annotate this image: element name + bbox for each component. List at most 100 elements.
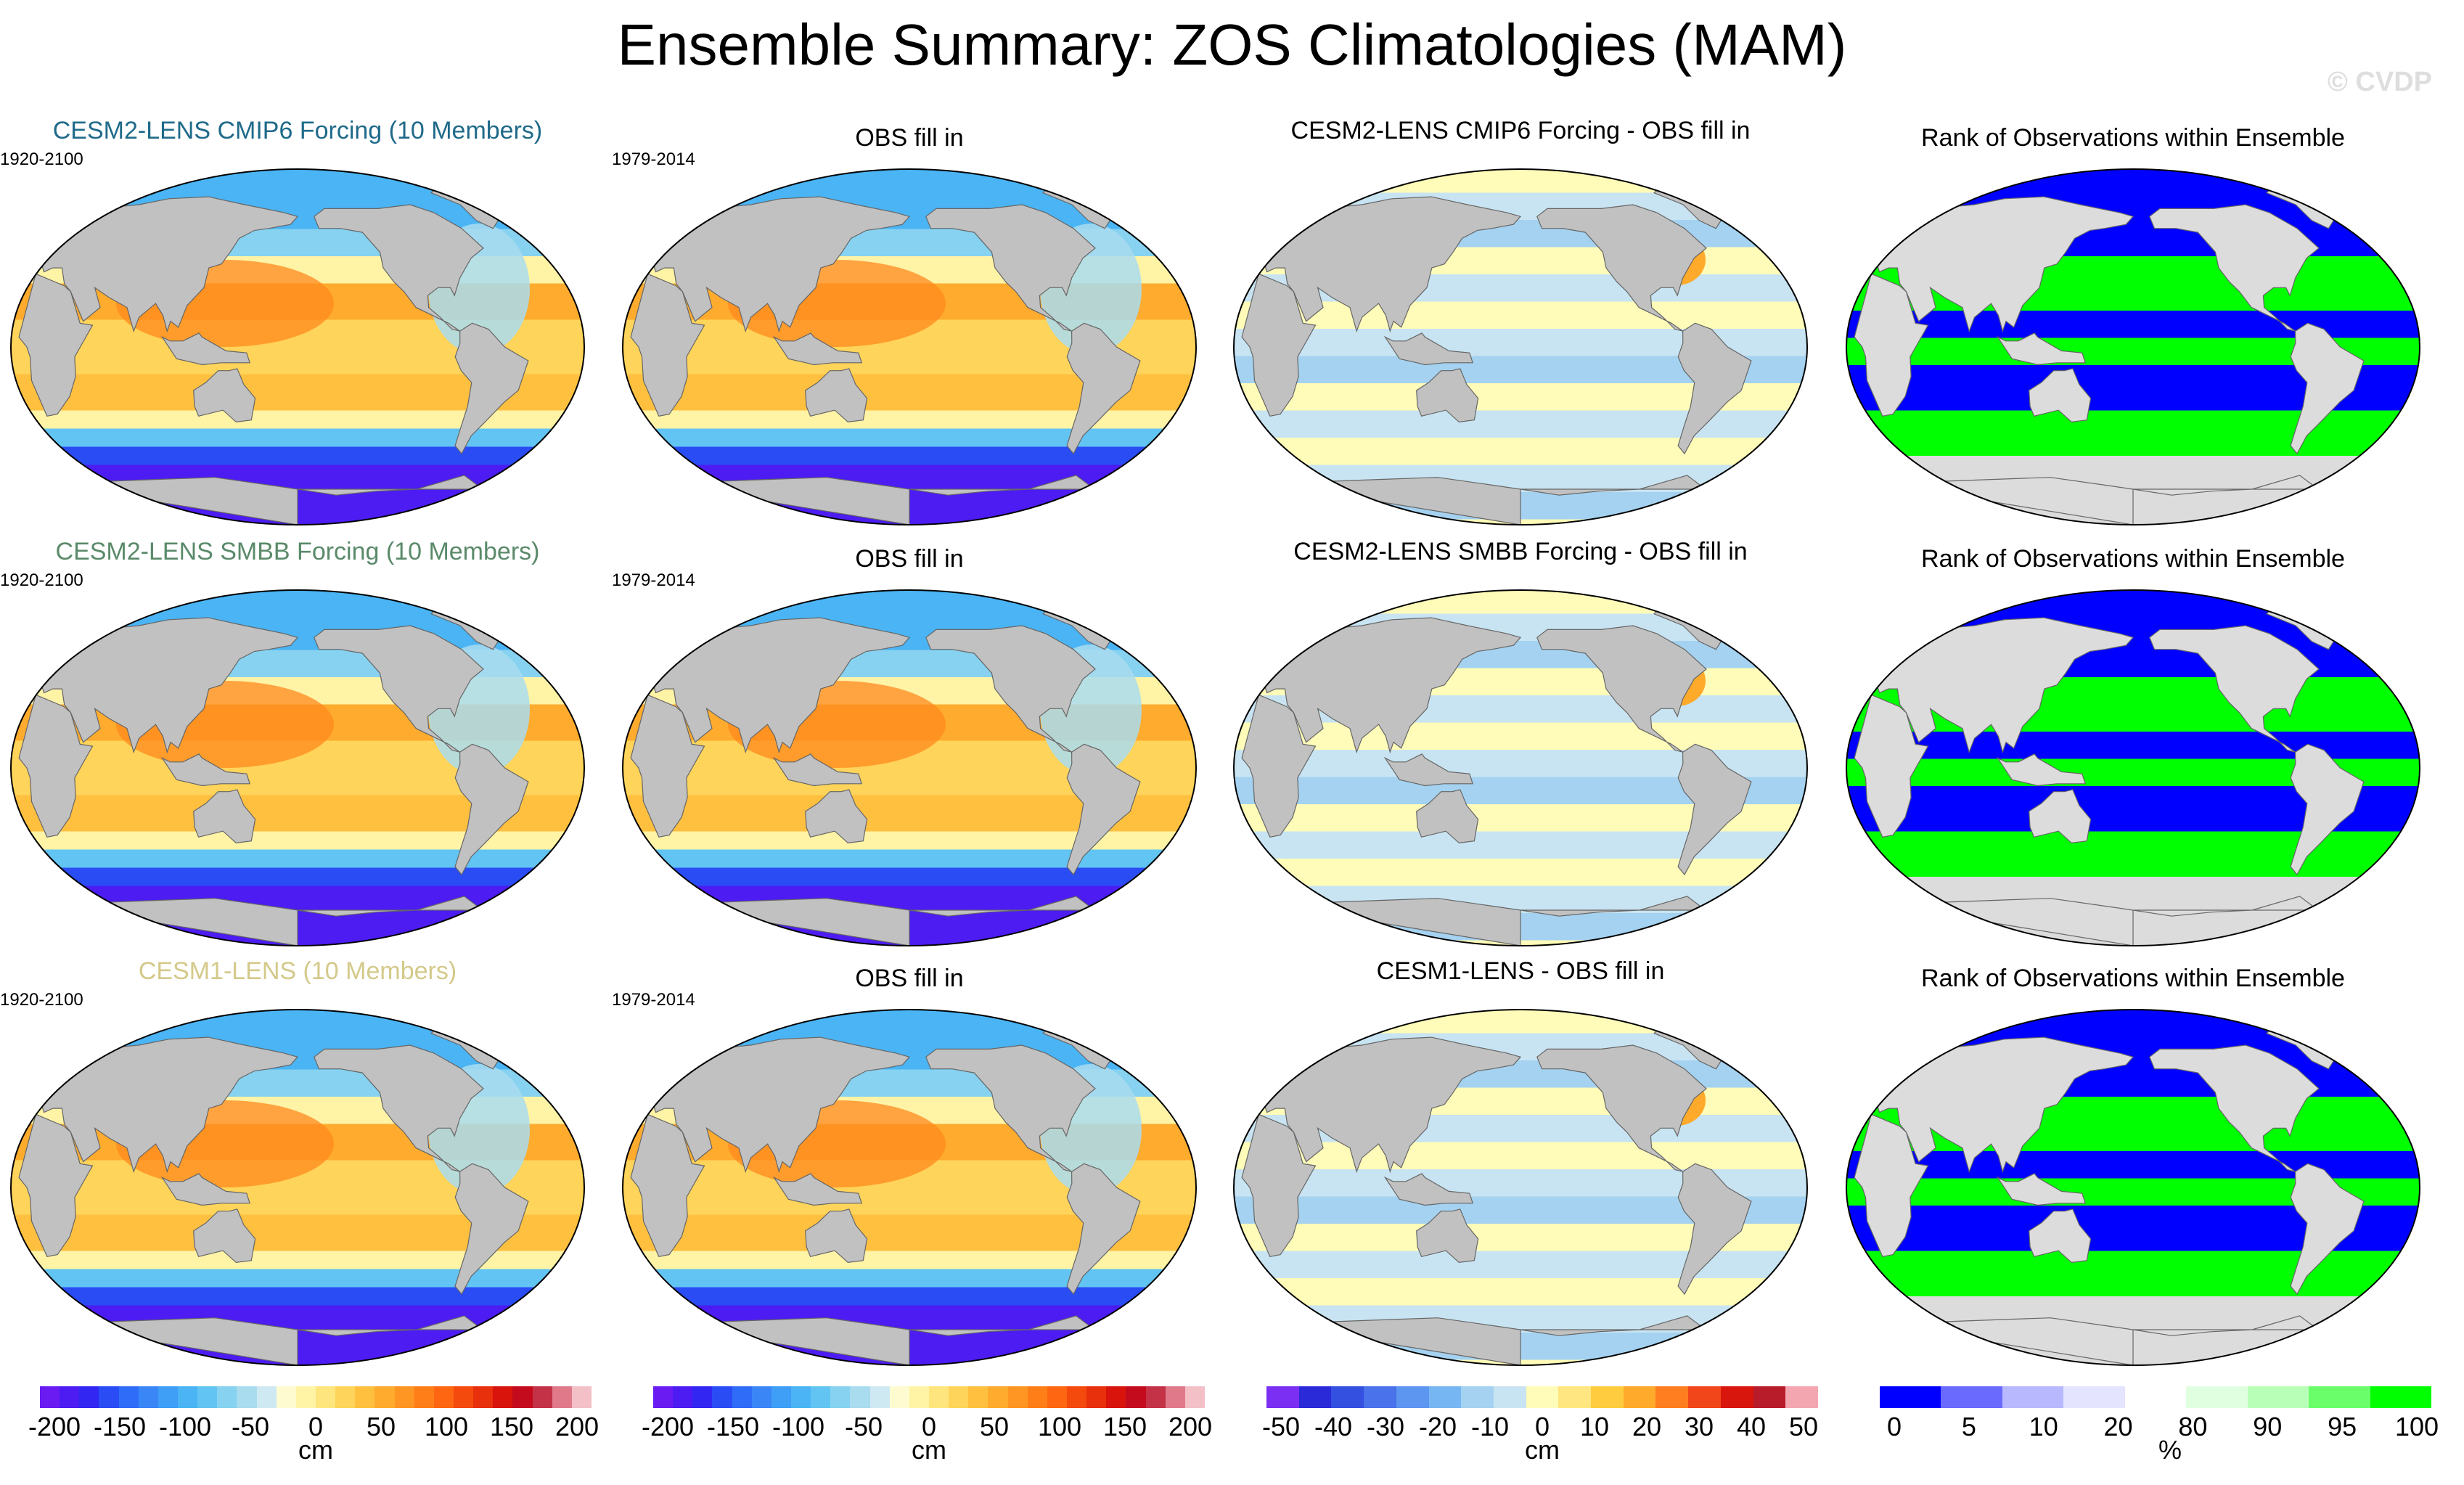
panel-ensemble-row-3: CESM1-LENS (10 Members) 1920-2100 xyxy=(0,957,595,1392)
sea-level-band xyxy=(11,465,584,475)
colorbar-tick-label: -200 xyxy=(641,1412,695,1441)
rank-band xyxy=(1846,795,2420,805)
sea-level-band xyxy=(623,777,1196,787)
map-border xyxy=(622,589,1197,946)
colorbar-box xyxy=(869,1386,890,1408)
colorbar-box xyxy=(374,1386,395,1408)
sea-level-band xyxy=(623,1260,1196,1270)
difference-band xyxy=(1234,877,1807,887)
panel-ensemble-row-2: CESM2-LENS SMBB Forcing (10 Members) 1920… xyxy=(0,537,595,973)
colorbar-box xyxy=(1331,1386,1364,1408)
colorbar-box xyxy=(2186,1386,2248,1408)
land-mass xyxy=(2029,1208,2092,1264)
difference-band xyxy=(1234,446,1807,457)
sea-level-band xyxy=(11,786,584,796)
sea-level-band xyxy=(11,202,584,212)
land-mass xyxy=(667,477,910,525)
rank-band xyxy=(1846,338,2420,348)
colorbar-box xyxy=(1396,1386,1429,1408)
rank-band xyxy=(1846,1010,2420,1016)
colorbar-box xyxy=(968,1386,989,1408)
rank-band xyxy=(1846,1314,2420,1325)
sea-level-band xyxy=(11,174,584,184)
sea-level-band xyxy=(11,777,584,787)
land-mass xyxy=(454,322,529,455)
colorbar-box xyxy=(197,1386,218,1408)
sea-level-band xyxy=(11,392,584,402)
land-mass xyxy=(1241,694,1317,838)
panel-title: CESM1-LENS - OBS fill in xyxy=(1376,957,1665,985)
land-mass xyxy=(1862,1036,2134,1174)
colorbar-tick-label: -150 xyxy=(706,1412,760,1441)
difference-band xyxy=(1234,1232,1807,1243)
rank-band xyxy=(1846,867,2420,878)
panel-title: CESM1-LENS (10 Members) xyxy=(138,957,457,985)
panel-obs-row-1: OBS fill in 1979-2014 xyxy=(612,116,1207,552)
panel-title: CESM2-LENS CMIP6 Forcing (10 Members) xyxy=(52,117,543,144)
land-mass xyxy=(160,332,251,366)
sea-level-band xyxy=(11,1033,584,1043)
sea-level-band xyxy=(623,831,1196,841)
land-mass xyxy=(2290,1163,2365,1296)
rank-band xyxy=(1846,590,2420,597)
colorbar-tick-label: 5 xyxy=(1961,1412,1976,1441)
sea-level-band xyxy=(623,813,1196,823)
colorbar-box xyxy=(1298,1386,1332,1408)
sea-level-band xyxy=(623,1015,1196,1025)
sea-level-band xyxy=(11,859,584,869)
sea-level-band xyxy=(623,822,1196,832)
land-mass xyxy=(1383,332,1474,366)
sea-level-band xyxy=(11,595,584,605)
difference-band xyxy=(1234,849,1807,859)
rank-band xyxy=(1846,804,2420,814)
colorbar-box xyxy=(1266,1386,1299,1408)
colorbar-box xyxy=(138,1386,158,1408)
colorbar-tick-label: -20 xyxy=(1418,1412,1457,1441)
colorbar-unit: % xyxy=(2158,1435,2182,1465)
land-mass xyxy=(1278,477,1521,525)
sea-level-band xyxy=(623,1196,1196,1206)
colorbar-box xyxy=(99,1386,119,1408)
panel-period: 1979-2014 xyxy=(612,150,695,169)
sea-level-band xyxy=(11,613,584,623)
panel-title: OBS fill in xyxy=(855,124,964,152)
land-mass xyxy=(18,1113,94,1257)
sea-level-band xyxy=(11,1010,584,1016)
land-mass xyxy=(1891,1317,2134,1365)
difference-band xyxy=(1234,859,1807,869)
colorbar-box xyxy=(79,1386,99,1408)
colorbar-box xyxy=(1880,1386,1941,1408)
rank-band xyxy=(1846,1169,2420,1179)
colorbar-box xyxy=(1720,1386,1753,1408)
difference-band xyxy=(1234,410,1807,420)
difference-band xyxy=(1234,1169,1807,1179)
sea-level-band xyxy=(623,1278,1196,1288)
sea-level-band xyxy=(623,192,1196,202)
sea-level-band xyxy=(623,1042,1196,1052)
sea-level-band xyxy=(623,1010,1196,1016)
sea-level-band xyxy=(623,456,1196,466)
sea-level-band xyxy=(623,374,1196,384)
land-mass xyxy=(925,204,1096,332)
panel-period: 1920-2100 xyxy=(0,150,83,169)
sea-level-band xyxy=(11,184,584,194)
difference-band xyxy=(1234,813,1807,823)
land-mass xyxy=(1250,196,1522,333)
difference-band xyxy=(1234,174,1807,184)
land-mass xyxy=(1416,1208,1479,1264)
colorbar-tick-label: 30 xyxy=(1684,1412,1714,1441)
colorbar-tick-label: 100 xyxy=(2394,1412,2439,1441)
difference-band xyxy=(1234,1305,1807,1315)
difference-band xyxy=(1234,428,1807,438)
rank-band xyxy=(1846,1015,2420,1025)
sea-level-band xyxy=(623,365,1196,375)
map-rank-row-1 xyxy=(1846,168,2420,525)
colorbar-4: 0 5 10 20 80 90 95 100% xyxy=(1880,1379,2439,1481)
difference-band xyxy=(1234,1287,1807,1297)
map-border xyxy=(10,1009,585,1366)
rank-band xyxy=(1846,428,2420,438)
colorbar-box xyxy=(493,1386,513,1408)
land-mass xyxy=(1854,273,1929,417)
rank-band xyxy=(1846,1033,2420,1043)
rank-band xyxy=(1846,420,2420,430)
